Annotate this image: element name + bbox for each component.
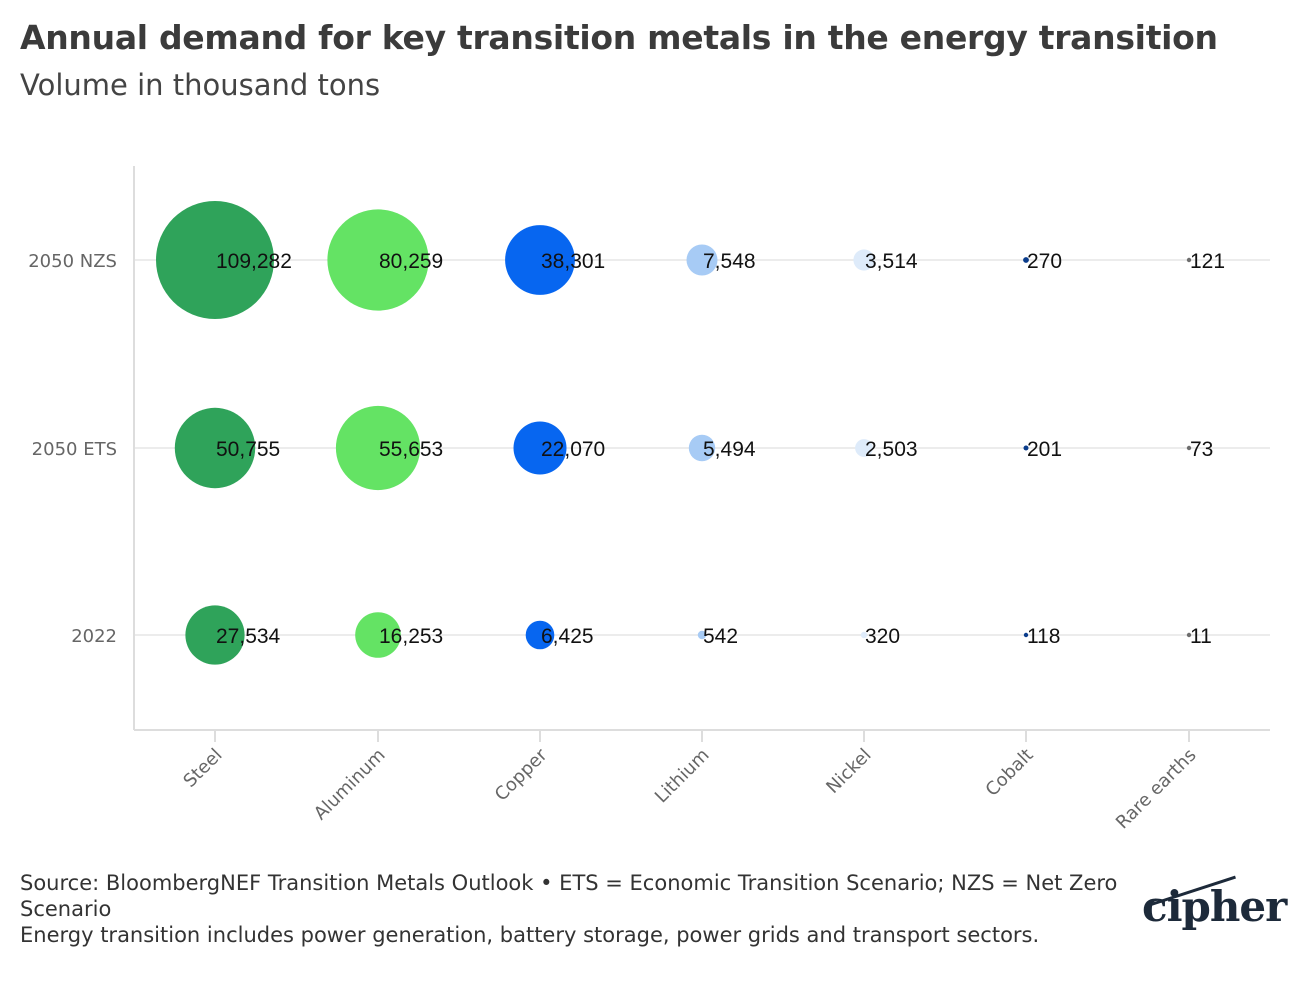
axis-layer: 2050 NZS 2050 ETS 2022 Steel Aluminum Copper L… [28,251,1200,833]
bubble [185,605,245,665]
x-tick-label: Lithium [651,745,714,808]
bubble [688,434,716,462]
bubble [174,407,256,489]
bubble [853,249,875,271]
bubble [525,620,555,650]
chart-title: Annual demand for key transition metals … [20,18,1218,57]
data-label: 3,514 [865,250,918,273]
bubble [697,630,707,640]
data-label: 16,253 [379,625,443,648]
data-label: 121 [1190,250,1225,273]
data-label: 118 [1027,625,1060,648]
data-label: 7,548 [703,250,756,273]
data-label: 320 [865,625,900,648]
data-label: 5,494 [703,438,756,461]
y-tick-label: 2022 [71,626,117,647]
bubble [1023,445,1029,451]
logo-text: cipher [1142,882,1287,931]
y-tick-label: 2050 NZS [28,251,117,272]
x-tick-label: Steel [179,745,226,792]
data-label: 27,534 [216,625,281,648]
bubble [156,201,274,319]
data-label: 270 [1027,250,1062,273]
bubble [513,421,567,475]
data-label: 22,070 [541,438,605,461]
bubble [505,225,575,295]
y-tick-label: 2050 ETS [32,439,117,460]
chart-subtitle: Volume in thousand tons [20,68,381,102]
data-label: 38,301 [541,250,605,273]
bubble-layer [156,201,1192,665]
data-label: 11 [1190,625,1212,648]
bubble [1186,632,1192,638]
bubble [1186,445,1192,451]
label-layer: 109,282 80,259 38,301 7,548 3,514 270 121 50,75… [216,250,1225,648]
bubble-chart: 109,282 80,259 38,301 7,548 3,514 270 121 50,75… [28,166,1270,833]
x-tick-label: Cobalt [982,745,1038,801]
data-label: 109,282 [216,250,292,273]
scope-note: Energy transition includes power generat… [20,923,1040,947]
bubble [686,244,718,276]
data-label: 80,259 [379,250,443,273]
data-label: 2,503 [865,438,918,461]
x-tick-label: Copper [491,744,552,805]
data-label: 201 [1027,438,1062,461]
bubble [855,439,873,457]
data-label: 55,653 [379,438,443,461]
data-label: 6,425 [541,625,594,648]
data-label: 50,755 [216,438,280,461]
bubble [1023,632,1029,638]
bubble [1186,257,1192,263]
x-tick-label: Aluminum [310,745,390,825]
bubble [327,209,429,311]
bubble [1023,257,1029,263]
data-label: 73 [1190,438,1213,461]
bubble [860,631,868,639]
footer: Source: BloombergNEF Transition Metals O… [20,870,1130,948]
cipher-logo: cipher [1142,875,1287,931]
bubble [355,612,401,658]
source-note: Source: BloombergNEF Transition Metals O… [20,871,1118,921]
bubble [335,405,421,491]
x-tick-label: Nickel [822,745,875,798]
x-tick-label: Rare earths [1112,745,1201,834]
data-label: 542 [703,625,738,648]
